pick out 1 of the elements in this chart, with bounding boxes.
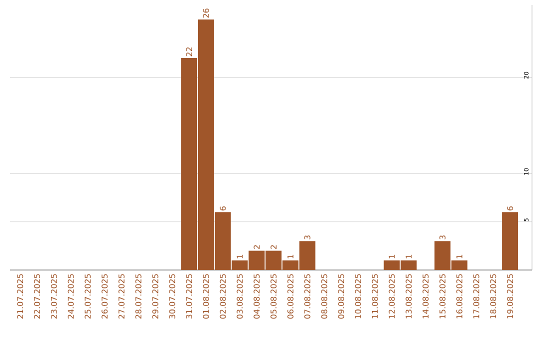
bar (502, 212, 518, 270)
